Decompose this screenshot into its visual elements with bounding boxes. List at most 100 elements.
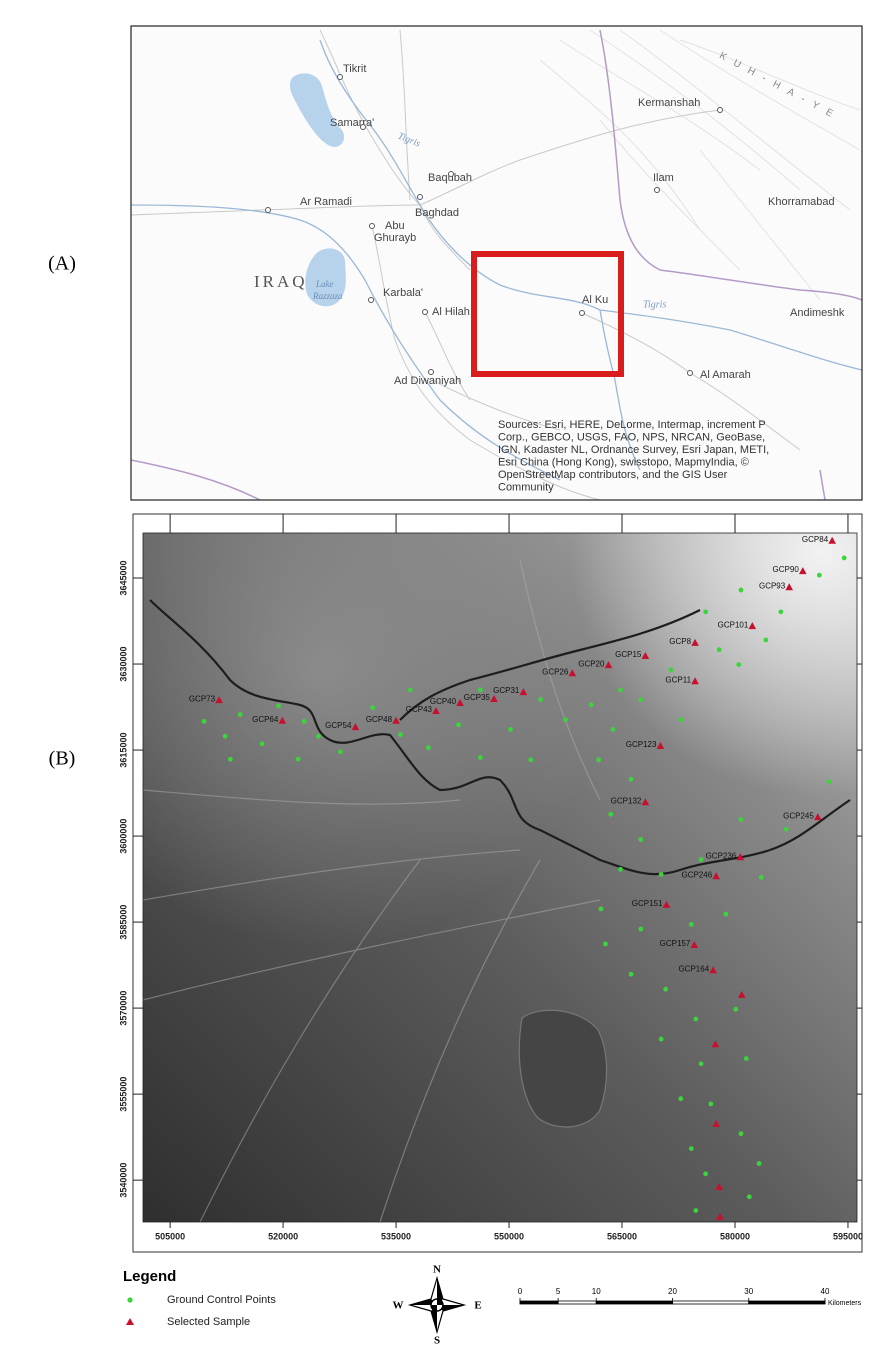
legend-marker [127, 1297, 133, 1303]
place-marker [654, 187, 660, 193]
point-label: GCP26 [542, 667, 569, 676]
place-marker [337, 74, 343, 80]
ground-control-point [693, 1016, 699, 1022]
ground-control-point [668, 667, 674, 673]
x-tick-label: 505000 [155, 1231, 185, 1241]
ground-control-point [758, 874, 764, 880]
ground-control-point [816, 572, 822, 578]
place-label: Tikrit [343, 63, 366, 75]
place-marker [687, 370, 693, 376]
ground-control-point [703, 1171, 709, 1177]
y-tick-label: 3600000 [118, 819, 128, 854]
place-label: Khorramabad [768, 196, 835, 208]
ground-control-point [618, 687, 623, 693]
place-label: Al Ku [582, 294, 608, 306]
point-label: GCP90 [773, 565, 800, 574]
point-label: GCP31 [493, 686, 520, 695]
ground-control-point [608, 811, 614, 817]
selected-sample [736, 853, 745, 861]
place-marker [265, 207, 271, 213]
x-tick-label: 580000 [720, 1231, 750, 1241]
ground-control-point [658, 1036, 664, 1042]
place-label: Al Hilah [432, 306, 470, 318]
point-label: GCP20 [578, 659, 605, 668]
place-label: Ghurayb [374, 232, 416, 244]
selected-sample [490, 695, 498, 703]
x-tick-label: 550000 [494, 1231, 524, 1241]
borders [131, 29, 862, 500]
point-label: GCP246 [681, 870, 712, 879]
selected-sample [215, 696, 223, 704]
ground-control-point [456, 722, 461, 728]
ground-control-point [658, 872, 664, 877]
ground-control-point [563, 717, 568, 723]
point-label: GCP64 [252, 715, 279, 724]
ground-control-point [276, 703, 281, 709]
country-label: IRAQ [254, 272, 308, 291]
selected-sample [691, 677, 699, 685]
place-label: Samarra' [330, 117, 374, 129]
attribution: Community [498, 481, 554, 493]
ground-control-point [222, 733, 228, 739]
y-tick-label: 3570000 [118, 991, 128, 1026]
legend-label: Selected Sample [167, 1316, 250, 1328]
ground-control-point [227, 756, 233, 762]
place-marker [422, 309, 428, 315]
ground-control-point [201, 718, 207, 724]
scale-unit: Kilometers [828, 1300, 862, 1307]
terrain-texture [539, 29, 861, 301]
point-label: GCP11 [665, 675, 691, 684]
ground-control-point [610, 727, 616, 732]
scale-segment [557, 1300, 597, 1305]
ground-control-point [426, 745, 431, 751]
ground-control-point [693, 1208, 699, 1213]
selected-sample [712, 1119, 720, 1127]
place-label: Baghdad [415, 207, 459, 219]
ground-control-point [738, 817, 744, 822]
x-tick-label: 565000 [607, 1231, 637, 1241]
ground-control-point [663, 986, 669, 992]
place-label: Andimeshk [790, 307, 845, 319]
selected-sample [604, 661, 613, 669]
compass: N E S W [393, 1264, 482, 1347]
point-label: GCP54 [325, 721, 352, 730]
selected-sample [456, 699, 464, 707]
place-marker [417, 194, 423, 200]
ground-control-point [738, 587, 744, 593]
point-label: GCP84 [802, 535, 829, 544]
selected-sample [798, 567, 807, 575]
selected-sample [711, 1040, 720, 1048]
point-label: GCP48 [366, 715, 393, 724]
lake [289, 73, 345, 147]
ground-control-point [301, 718, 307, 724]
selected-sample [737, 990, 746, 998]
rivers [131, 39, 862, 481]
legend-label: Ground Control Points [167, 1294, 276, 1306]
ground-control-point [588, 702, 594, 708]
y-tick-label: 3615000 [118, 733, 128, 768]
ground-control-point [528, 757, 534, 763]
ground-control-point [763, 637, 769, 643]
scale-segment [595, 1300, 673, 1305]
place-marker [428, 369, 434, 375]
compass-letter: W [393, 1300, 404, 1312]
place-label: Al Amarah [700, 369, 751, 381]
ground-control-point [698, 1061, 704, 1067]
x-tick-label: 595000 [833, 1231, 863, 1241]
selected-sample [392, 716, 400, 724]
attribution: Sources: Esri, HERE, DeLorme, Intermap, … [498, 419, 766, 431]
scale-segment [672, 1300, 750, 1305]
lake [518, 1009, 608, 1128]
place-marker [717, 107, 723, 113]
x-tick-label: 535000 [381, 1231, 411, 1241]
attribution: IGN, Kadaster NL, Ordnance Survey, Esri … [498, 444, 769, 456]
point-label: GCP132 [611, 796, 642, 805]
ground-control-point [259, 741, 265, 747]
ground-control-point [398, 732, 403, 737]
place-label: Karbala' [383, 287, 423, 299]
legend-title: Legend [123, 1268, 176, 1285]
y-tick-label: 3555000 [118, 1077, 128, 1112]
ground-control-point [538, 697, 544, 702]
ground-control-point [703, 609, 709, 615]
